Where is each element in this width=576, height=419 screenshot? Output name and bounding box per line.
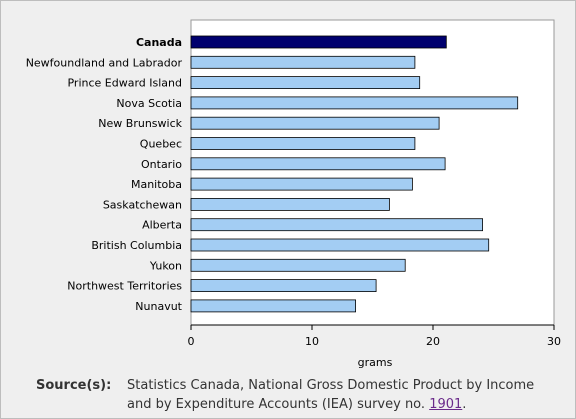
category-label: Saskatchewan bbox=[103, 198, 182, 211]
source-label: Source(s): bbox=[36, 378, 112, 393]
category-label: Yukon bbox=[149, 259, 182, 272]
category-label: Ontario bbox=[141, 158, 182, 171]
bar-canada bbox=[190, 35, 447, 49]
source-suffix: . bbox=[462, 397, 467, 412]
bar-nova-scotia bbox=[190, 96, 519, 110]
x-tick-label: 20 bbox=[426, 335, 440, 348]
bar-yukon bbox=[190, 258, 406, 272]
bar-quebec bbox=[190, 137, 416, 150]
bar-manitoba bbox=[190, 177, 413, 191]
category-label: Northwest Territories bbox=[67, 280, 182, 293]
category-label: Nunavut bbox=[135, 300, 182, 313]
category-label: Canada bbox=[136, 36, 182, 49]
category-label: British Columbia bbox=[91, 239, 182, 252]
category-label: Quebec bbox=[140, 138, 182, 151]
x-tick-label: 10 bbox=[305, 335, 319, 348]
bar-northwest-territories bbox=[190, 279, 377, 293]
x-tick-label: 0 bbox=[188, 335, 195, 348]
bar-ontario bbox=[190, 157, 446, 171]
bar-new-brunswick bbox=[190, 116, 440, 130]
category-label: Manitoba bbox=[131, 178, 182, 191]
bar-nunavut bbox=[190, 299, 357, 313]
plot-area bbox=[190, 19, 555, 326]
source-survey-link[interactable]: 1901 bbox=[429, 397, 463, 412]
x-tick-label: 30 bbox=[547, 335, 561, 348]
category-label: Prince Edward Island bbox=[67, 77, 182, 90]
x-axis-label: grams bbox=[358, 356, 393, 369]
source-text: Statistics Canada, National Gross Domest… bbox=[127, 378, 535, 412]
bar-newfoundland-and-labrador bbox=[190, 55, 416, 69]
bar-alberta bbox=[190, 218, 484, 232]
category-label: Alberta bbox=[142, 219, 182, 232]
bar-british-columbia bbox=[190, 238, 490, 252]
bar-saskatchewan bbox=[190, 197, 390, 211]
bar-prince-edward-island bbox=[190, 76, 421, 89]
category-label: New Brunswick bbox=[98, 117, 182, 130]
category-label: Nova Scotia bbox=[116, 97, 182, 110]
source-text-block: Statistics Canada, National Gross Domest… bbox=[127, 376, 557, 414]
category-label: Newfoundland and Labrador bbox=[26, 56, 183, 69]
bar-chart: Canada Newfoundland and Labrador Prince Ed… bbox=[26, 19, 561, 369]
